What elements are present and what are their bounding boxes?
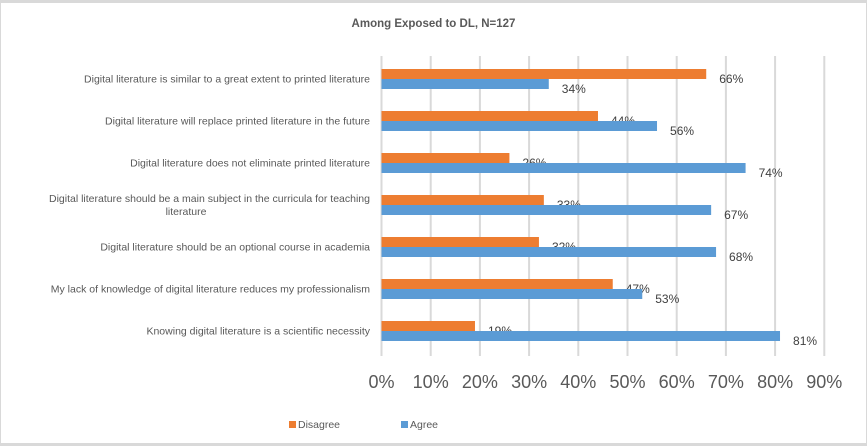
x-tick-label: 30% xyxy=(511,372,547,392)
legend-label-disagree: Disagree xyxy=(298,419,340,431)
x-tick-label: 80% xyxy=(757,372,793,392)
category-label: Digital literature does not eliminate pr… xyxy=(130,158,370,170)
x-tick-label: 50% xyxy=(609,372,645,392)
data-label-agree: 81% xyxy=(793,334,817,348)
category-label: Digital literature should be an optional… xyxy=(100,242,370,254)
bar-disagree xyxy=(381,279,613,289)
bar-agree xyxy=(381,121,658,131)
legend-label-agree: Agree xyxy=(410,419,438,431)
x-tick-label: 60% xyxy=(659,372,695,392)
bar-disagree xyxy=(381,111,598,121)
bar-agree xyxy=(381,247,717,257)
bar-agree xyxy=(381,163,746,173)
category-label: Digital literature is similar to a great… xyxy=(84,74,370,86)
data-label-agree: 67% xyxy=(724,208,748,222)
category-label: My lack of knowledge of digital literatu… xyxy=(51,284,370,296)
x-tick-label: 0% xyxy=(368,372,394,392)
bar-agree xyxy=(381,331,781,341)
bar-agree xyxy=(381,289,643,299)
data-label-agree: 74% xyxy=(759,166,783,180)
bar-agree xyxy=(381,205,712,215)
category-label: Digital literature should be a main subj… xyxy=(49,193,370,205)
bar-disagree xyxy=(381,237,539,247)
legend-swatch-agree xyxy=(401,421,408,428)
data-label-agree: 56% xyxy=(670,124,694,138)
bar-disagree xyxy=(381,153,510,163)
x-tick-label: 20% xyxy=(462,372,498,392)
category-label: Digital literature will replace printed … xyxy=(105,116,370,128)
data-label-agree: 34% xyxy=(562,82,586,96)
x-tick-label: 10% xyxy=(413,372,449,392)
legend-swatch-disagree xyxy=(289,421,296,428)
bar-disagree xyxy=(381,321,475,331)
bar-disagree xyxy=(381,195,544,205)
bar-disagree xyxy=(381,69,707,79)
chart-title: Among Exposed to DL, N=127 xyxy=(351,18,516,30)
category-label: Knowing digital literature is a scientif… xyxy=(146,326,370,338)
x-tick-label: 70% xyxy=(708,372,744,392)
x-tick-label: 40% xyxy=(560,372,596,392)
data-label-disagree: 66% xyxy=(719,72,743,86)
category-label-continued: literature xyxy=(166,206,207,218)
data-label-agree: 53% xyxy=(655,292,679,306)
x-tick-label: 90% xyxy=(806,372,842,392)
data-label-agree: 68% xyxy=(729,250,753,264)
bar-agree xyxy=(381,79,549,89)
